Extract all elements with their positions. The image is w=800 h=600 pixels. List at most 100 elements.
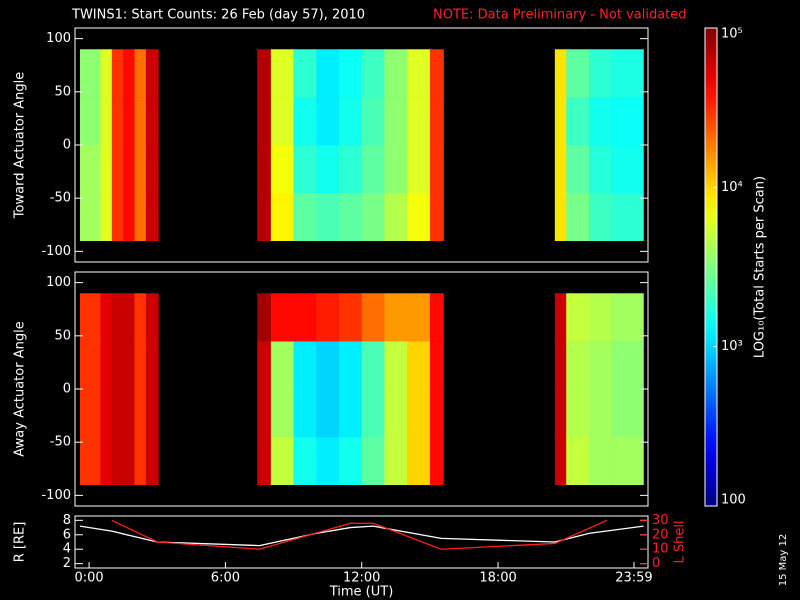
x-tick-label: 6:00: [211, 571, 240, 586]
heatmap-cell: [134, 436, 147, 486]
heatmap-cell: [100, 97, 113, 146]
heatmap-cell: [270, 97, 294, 146]
heatmap-cell: [566, 341, 590, 390]
colorbar-tick-label: 10³: [721, 339, 743, 354]
heatmap-cell: [407, 49, 431, 98]
heatmap-cell: [79, 192, 101, 242]
heatmap-cell: [588, 97, 612, 146]
heatmap-cell: [361, 97, 385, 146]
heatmap-cell: [566, 97, 590, 146]
heatmap-cell: [588, 436, 612, 486]
heatmap-cell: [429, 192, 444, 242]
heatmap-cell: [566, 389, 590, 438]
heatmap-cell: [293, 97, 317, 146]
heatmap-cell: [270, 293, 294, 342]
heatmap-cell: [257, 436, 272, 486]
heatmap-cell: [316, 192, 340, 242]
heatmap-cell: [257, 293, 272, 342]
heatmap-cell: [79, 293, 101, 342]
colorbar-tick-label: 10⁴: [721, 180, 743, 195]
heatmap-cell: [554, 293, 567, 342]
heatmap-cell: [554, 389, 567, 438]
heatmap-cell: [293, 192, 317, 242]
heatmap-cell: [611, 97, 644, 146]
heatmap-cell: [611, 389, 644, 438]
heatmap-cell: [270, 145, 294, 194]
heatmap-cell: [554, 192, 567, 242]
heatmap-cell: [111, 436, 124, 486]
heatmap-cell: [566, 293, 590, 342]
y2-tick-label: 0: [652, 556, 660, 571]
y-tick-label: -100: [41, 488, 71, 503]
heatmap-cell: [407, 192, 431, 242]
heatmap-cell: [100, 293, 113, 342]
heatmap-cell: [293, 341, 317, 390]
heatmap-cell: [339, 192, 363, 242]
heatmap-cell: [111, 341, 124, 390]
heatmap-cell: [134, 97, 147, 146]
heatmap-cell: [384, 389, 408, 438]
heatmap-cell: [111, 192, 124, 242]
heatmap-cell: [316, 49, 340, 98]
heatmap-cell: [588, 341, 612, 390]
y2-tick-label: 10: [652, 542, 669, 557]
heatmap-cell: [588, 192, 612, 242]
date-stamp: 15 May 12: [778, 534, 789, 586]
heatmap-cell: [257, 49, 272, 98]
heatmap-cell: [384, 436, 408, 486]
heatmap-cell: [611, 341, 644, 390]
heatmap-cell: [134, 192, 147, 242]
y-tick-label: -50: [50, 435, 71, 450]
heatmap-cell: [123, 436, 135, 486]
heatmap-cell: [384, 192, 408, 242]
heatmap-cell: [293, 293, 317, 342]
heatmap-cell: [145, 192, 159, 242]
heatmap-cell: [257, 97, 272, 146]
y-axis-label: R [RE]: [13, 522, 28, 563]
y-tick-label: 2: [63, 556, 71, 571]
y-tick-label: 100: [46, 31, 71, 46]
heatmap-cell: [339, 389, 363, 438]
heatmap-cell: [611, 436, 644, 486]
heatmap-cell: [111, 97, 124, 146]
heatmap-cell: [554, 97, 567, 146]
heatmap-cell: [588, 49, 612, 98]
heatmap-cell: [429, 49, 444, 98]
heatmap-cell: [145, 341, 159, 390]
heatmap-cell: [554, 49, 567, 98]
heatmap-cell: [611, 192, 644, 242]
heatmap-cell: [100, 436, 113, 486]
x-tick-label: 18:00: [479, 571, 516, 586]
heatmap-cell: [145, 97, 159, 146]
heatmap-cell: [257, 192, 272, 242]
heatmap-cell: [361, 341, 385, 390]
heatmap-cell: [316, 389, 340, 438]
heatmap-cell: [293, 436, 317, 486]
heatmap-cell: [361, 145, 385, 194]
heatmap-cell: [339, 341, 363, 390]
heatmap-cell: [316, 341, 340, 390]
heatmap-cell: [316, 145, 340, 194]
heatmap-cell: [79, 49, 101, 98]
heatmap-cell: [407, 145, 431, 194]
y-tick-label: 50: [54, 328, 71, 343]
y-tick-label: 50: [54, 84, 71, 99]
heatmap-cell: [316, 293, 340, 342]
heatmap-cell: [100, 341, 113, 390]
heatmap-cell: [588, 293, 612, 342]
heatmap-cell: [588, 389, 612, 438]
heatmap-cell: [407, 341, 431, 390]
heatmap-cell: [293, 389, 317, 438]
heatmap-cell: [566, 192, 590, 242]
y-tick-label: 6: [63, 527, 71, 542]
heatmap-cell: [134, 49, 147, 98]
heatmap-cell: [407, 97, 431, 146]
heatmap-cell: [79, 341, 101, 390]
heatmap-cell: [134, 293, 147, 342]
heatmap-cell: [270, 341, 294, 390]
heatmap-cell: [429, 389, 444, 438]
heatmap-cell: [554, 145, 567, 194]
heatmap-cell: [145, 293, 159, 342]
